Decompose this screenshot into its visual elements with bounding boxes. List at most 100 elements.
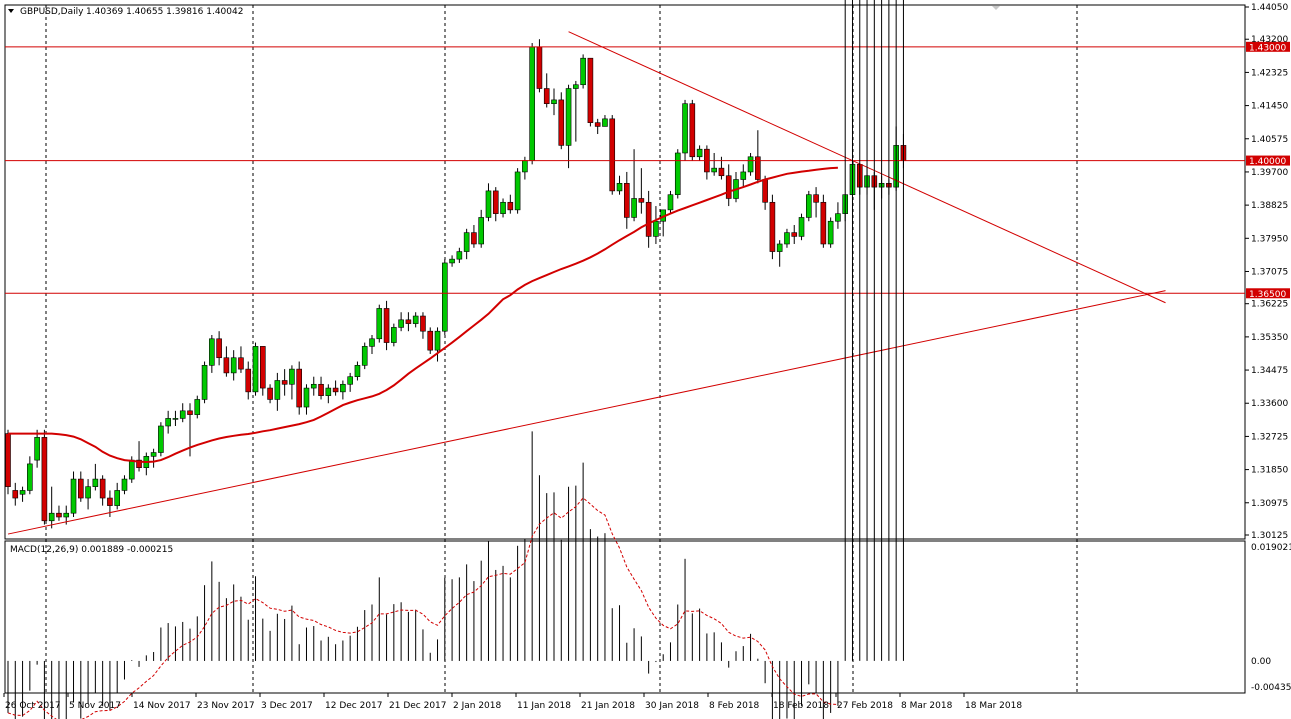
candle-bear bbox=[718, 167, 725, 177]
candle-bull bbox=[361, 346, 368, 366]
candle-bull bbox=[434, 330, 441, 351]
x-tick-label: 8 Mar 2018 bbox=[901, 701, 953, 711]
candle-bull bbox=[573, 84, 579, 89]
y-tick-label: 1.43200 bbox=[1251, 35, 1288, 45]
price-panel-frame bbox=[4, 4, 1246, 540]
candle-bull bbox=[158, 425, 164, 453]
candle-bear bbox=[609, 118, 616, 192]
candle-bear bbox=[507, 201, 514, 211]
candle-bear bbox=[755, 156, 761, 180]
candle-bull bbox=[172, 418, 179, 420]
candle-bull bbox=[19, 490, 26, 495]
candle-bull bbox=[340, 383, 346, 393]
y-tick-label: 1.41450 bbox=[1251, 102, 1288, 112]
candle-bull bbox=[529, 46, 535, 161]
candle-bear bbox=[245, 368, 252, 393]
candle-bull bbox=[230, 357, 237, 374]
candle-bull bbox=[274, 380, 281, 400]
candle-bull bbox=[27, 463, 33, 491]
candle-bull bbox=[70, 478, 77, 514]
x-tick-label: 30 Jan 2018 bbox=[645, 701, 699, 711]
candle-bear bbox=[296, 368, 303, 408]
candle-bear bbox=[813, 194, 819, 203]
candle-bear bbox=[99, 478, 106, 499]
candle-bull bbox=[289, 368, 295, 385]
dropdown-triangle-icon bbox=[8, 9, 14, 13]
y-tick-label: 1.38825 bbox=[1251, 201, 1288, 211]
candle-bull bbox=[121, 478, 128, 491]
candle-bull bbox=[165, 418, 171, 427]
moving-average-line bbox=[8, 166, 838, 464]
candle-bear bbox=[223, 357, 230, 374]
candle-bull bbox=[805, 194, 812, 218]
candle-bear bbox=[107, 497, 113, 506]
candle-bull bbox=[150, 452, 157, 457]
candle-bull bbox=[310, 383, 317, 389]
candle-bear bbox=[689, 103, 696, 158]
candle-bull bbox=[354, 365, 361, 377]
candle-bear bbox=[56, 512, 62, 518]
candle-bear bbox=[791, 232, 798, 237]
candle-bear bbox=[332, 387, 339, 393]
macd-label: MACD(12,26,9) 0.001889 -0.000215 bbox=[10, 545, 173, 555]
y-tick-label: 1.31850 bbox=[1251, 466, 1288, 476]
level-price-tag bbox=[1246, 41, 1290, 52]
trendline bbox=[7, 290, 1166, 535]
candle-bull bbox=[500, 201, 506, 214]
candle-bear bbox=[492, 190, 499, 214]
candle-bull bbox=[92, 478, 99, 487]
candle-bear bbox=[427, 330, 434, 351]
candle-bull bbox=[252, 346, 259, 393]
y-tick-label: 1.39700 bbox=[1251, 168, 1288, 178]
candle-bear bbox=[594, 122, 601, 127]
candle-bull bbox=[179, 410, 186, 419]
candle-bull bbox=[580, 57, 586, 86]
y-tick-label: 1.37950 bbox=[1251, 234, 1288, 244]
candle-bull bbox=[602, 118, 608, 127]
candle-bear bbox=[136, 459, 142, 468]
candle-bull bbox=[303, 387, 310, 408]
macd-y-tick-label: 0.019021 bbox=[1251, 543, 1291, 553]
candle-bear bbox=[558, 99, 565, 146]
candle-bull bbox=[449, 258, 455, 264]
x-tick-label: 14 Nov 2017 bbox=[133, 701, 191, 711]
y-tick-label: 1.34475 bbox=[1251, 366, 1288, 376]
candle-bull bbox=[784, 232, 790, 245]
x-tick-label: 3 Dec 2017 bbox=[261, 701, 313, 711]
macd-signal-line bbox=[7, 497, 838, 719]
candle-bull bbox=[616, 183, 623, 192]
candle-bull bbox=[653, 220, 659, 237]
candle-bull bbox=[798, 217, 805, 237]
candle-bull bbox=[456, 251, 463, 260]
macd-panel-frame bbox=[4, 540, 1246, 694]
candle-bear bbox=[259, 346, 266, 389]
candle-bull bbox=[514, 171, 521, 211]
candle-bull bbox=[128, 459, 135, 480]
x-tick-label: 5 Nov 2017 bbox=[69, 701, 121, 711]
candle-bull bbox=[63, 512, 70, 518]
candle-bull bbox=[776, 243, 783, 252]
candle-bull bbox=[114, 490, 120, 506]
candle-bull bbox=[376, 308, 383, 340]
macd-y-tick-label: -0.004351 bbox=[1251, 683, 1291, 693]
chart-title: GBPUSD,Daily bbox=[20, 7, 84, 17]
candle-bear bbox=[623, 183, 630, 218]
candle-bull bbox=[682, 103, 688, 154]
candle-bear bbox=[762, 179, 768, 203]
x-tick-label: 18 Feb 2018 bbox=[773, 701, 829, 711]
candle-bear bbox=[769, 201, 776, 252]
candle-bear bbox=[238, 357, 244, 370]
candle-bull bbox=[740, 171, 747, 180]
candle-bear bbox=[405, 319, 412, 324]
chart-ohlc-values: 1.40369 1.40655 1.39816 1.40042 bbox=[86, 7, 243, 17]
x-tick-label: 8 Feb 2018 bbox=[709, 701, 760, 711]
candle-bull bbox=[667, 194, 674, 211]
candle-bull bbox=[347, 376, 353, 385]
candle-bull bbox=[747, 156, 754, 173]
candle-bull bbox=[835, 213, 841, 222]
candle-bear bbox=[536, 46, 543, 89]
macd-y-tick-label: 0.00 bbox=[1251, 657, 1271, 667]
candle-bull bbox=[631, 198, 637, 218]
candle-bear bbox=[645, 201, 652, 237]
